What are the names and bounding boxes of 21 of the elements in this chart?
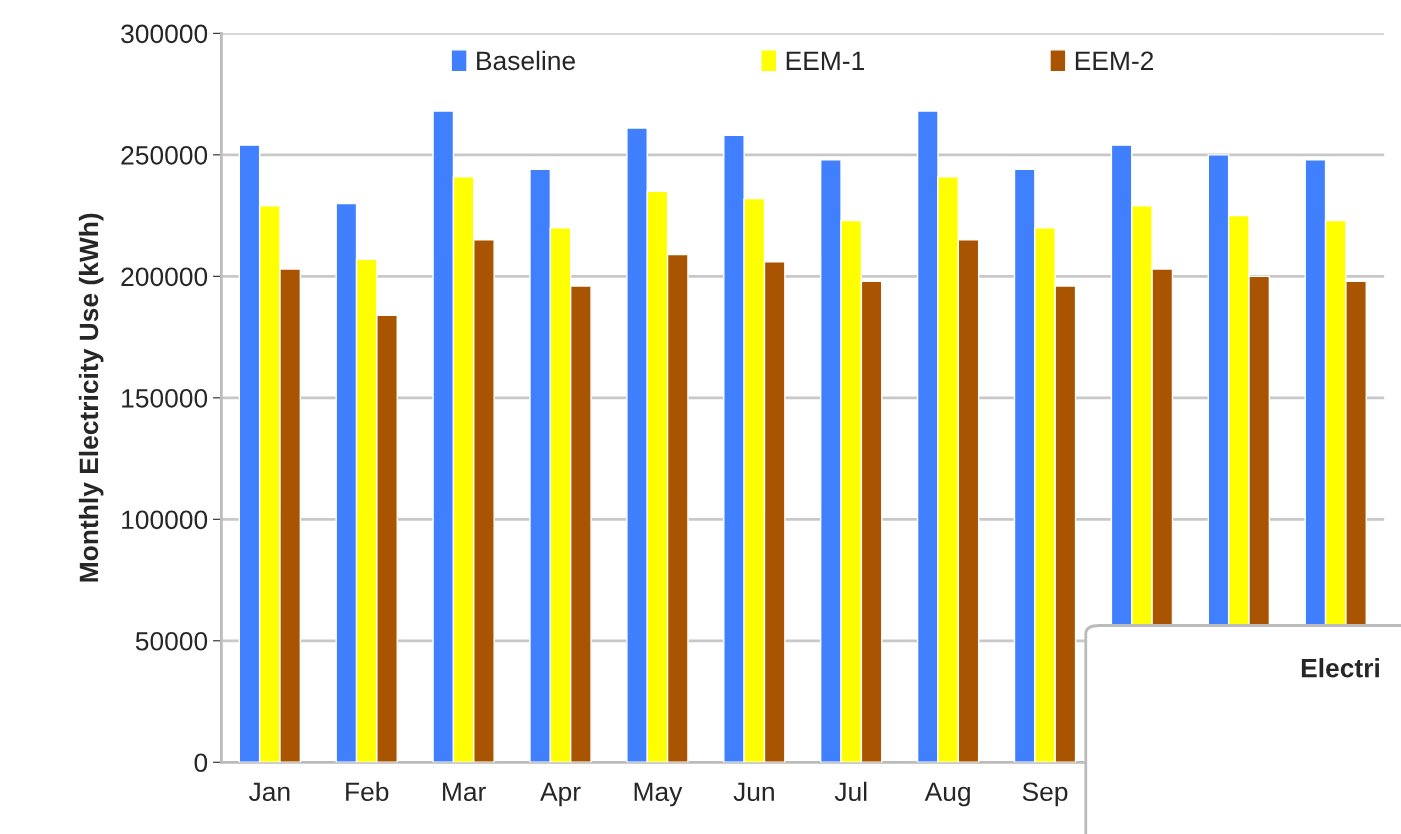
- legend-label: Baseline: [477, 50, 575, 71]
- x-tick-label: Apr: [540, 782, 581, 807]
- x-tick-label: Jun: [733, 782, 774, 802]
- y-tick-label: 50000: [135, 631, 208, 651]
- legend-label: EEM-1: [786, 51, 864, 70]
- x-tick-label: Jan: [248, 782, 290, 802]
- x-tick-label: Sep: [1022, 782, 1068, 807]
- x-tick-label: Aug: [924, 782, 970, 807]
- y-tick-label: 250000: [121, 145, 208, 165]
- y-tick-label: 300000: [121, 24, 208, 44]
- y-tick-label: 0: [194, 753, 208, 773]
- y-tick-label: 100000: [122, 510, 208, 530]
- y-axis-title: Monthly Electricity Use (kWh): [78, 213, 104, 582]
- x-tick-label: Mar: [443, 782, 486, 802]
- x-tick-label: Jul: [834, 781, 867, 802]
- x-tick-label: Feb: [346, 781, 389, 802]
- y-tick-label: 150000: [122, 388, 208, 408]
- y-tick-label: 200000: [121, 267, 208, 287]
- annotation: Electri: [1301, 658, 1379, 678]
- legend-label: EEM-2: [1075, 51, 1154, 70]
- x-tick-label: May: [634, 782, 683, 807]
